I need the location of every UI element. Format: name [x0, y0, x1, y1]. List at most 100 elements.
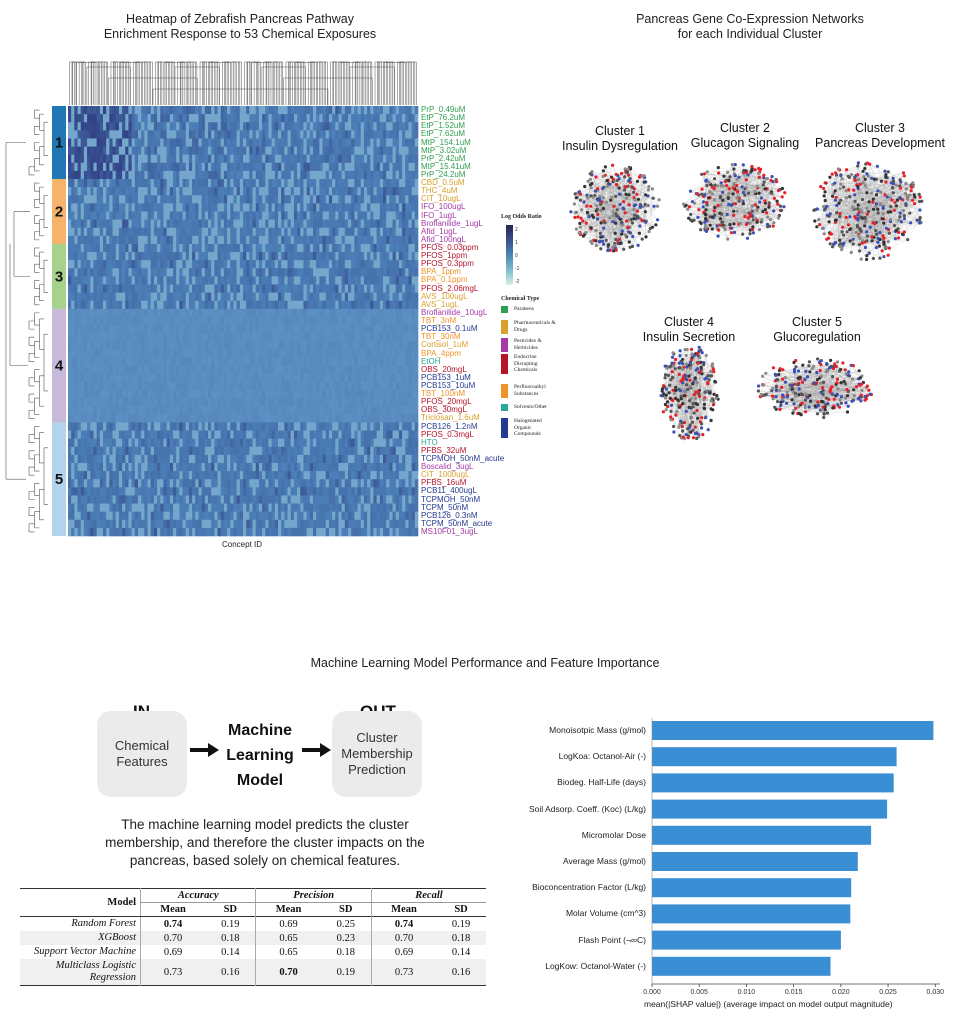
heatmap-cell	[125, 292, 129, 302]
heatmap-cell	[414, 389, 419, 399]
heatmap-cell	[68, 398, 72, 407]
heatmap-cell	[71, 211, 75, 220]
heatmap-cell	[360, 389, 365, 399]
heatmap-cell	[68, 422, 72, 431]
heatmap-cell	[271, 170, 276, 180]
heatmap-cell	[376, 276, 381, 285]
heatmap-cell	[405, 146, 409, 155]
heatmap-cell	[319, 454, 323, 464]
heatmap-cell	[236, 300, 241, 310]
heatmap-cell	[236, 316, 241, 326]
heatmap-cell	[131, 130, 136, 139]
heatmap-cell	[144, 422, 148, 431]
heatmap-cell	[176, 454, 180, 464]
heatmap-cell	[90, 422, 94, 431]
heatmap-cell	[223, 219, 228, 228]
heatmap-cell	[71, 146, 75, 155]
heatmap-cell	[271, 154, 276, 164]
heatmap-cell	[309, 203, 314, 212]
heatmap-cell	[233, 219, 237, 228]
heatmap-cell	[195, 357, 199, 366]
heatmap-cell	[271, 130, 276, 139]
heatmap-cell	[408, 430, 412, 439]
heatmap-cell	[106, 325, 110, 334]
heatmap-cell	[131, 308, 136, 318]
heatmap-cell	[249, 308, 253, 318]
heatmap-cell	[211, 422, 215, 431]
heatmap-cell	[192, 106, 196, 115]
heatmap-cell	[188, 438, 193, 448]
heatmap-cell	[313, 373, 317, 383]
heatmap-cell	[211, 414, 215, 423]
heatmap-cell	[227, 454, 231, 464]
heatmap-cell	[112, 162, 117, 172]
heatmap-cell	[103, 227, 107, 237]
heatmap-cell	[230, 138, 234, 147]
heatmap-cell	[106, 454, 110, 464]
heatmap-cell	[118, 357, 123, 366]
heatmap-cell	[192, 325, 196, 334]
heatmap-cell	[68, 430, 72, 439]
heatmap-cell	[370, 227, 374, 237]
heatmap-cell	[284, 406, 288, 415]
heatmap-cell	[258, 292, 263, 302]
heatmap-cell	[379, 235, 384, 245]
heatmap-cell	[392, 406, 397, 415]
heatmap-cell	[411, 292, 416, 302]
heatmap-cell	[198, 357, 202, 366]
heatmap-cell	[90, 462, 94, 472]
heatmap-cell	[90, 170, 94, 180]
heatmap-cell	[192, 235, 196, 245]
heatmap-cell	[125, 308, 129, 318]
heatmap-cell	[357, 268, 362, 277]
heatmap-cell	[297, 325, 301, 334]
heatmap-cell	[281, 170, 285, 180]
heatmap-cell	[309, 130, 314, 139]
heatmap-cell	[93, 398, 97, 407]
heatmap-cell	[153, 292, 158, 302]
heatmap-cell	[262, 406, 266, 415]
heatmap-cell	[252, 406, 257, 415]
heatmap-cell	[268, 333, 272, 342]
heatmap-cell	[348, 260, 352, 269]
heatmap-cell	[201, 106, 206, 115]
heatmap-cell	[150, 195, 155, 204]
heatmap-cell	[230, 446, 234, 456]
heatmap-cell	[182, 276, 187, 285]
heatmap-cell	[265, 284, 269, 293]
heatmap-cell	[233, 373, 237, 383]
heatmap-cell	[208, 227, 212, 237]
heatmap-cell	[233, 252, 237, 261]
heatmap-cell	[328, 138, 333, 147]
heatmap-cell	[332, 114, 336, 123]
heatmap-cell	[389, 446, 393, 456]
heatmap-cell	[370, 276, 374, 285]
heatmap-cell	[268, 325, 272, 334]
heatmap-cell	[328, 268, 333, 277]
heatmap-cell	[230, 252, 234, 261]
heatmap-cell	[198, 373, 202, 383]
heatmap-cell	[71, 300, 75, 310]
heatmap-cell	[141, 357, 145, 366]
heatmap-cell	[316, 195, 320, 204]
heatmap-cell	[176, 146, 180, 155]
heatmap-cell	[125, 438, 129, 448]
heatmap-cell	[411, 179, 416, 188]
heatmap-cell	[125, 154, 129, 164]
heatmap-cell	[262, 179, 266, 188]
heatmap-cell	[211, 187, 215, 196]
heatmap-cell	[392, 357, 397, 366]
heatmap-cell	[106, 154, 110, 164]
heatmap-cell	[201, 195, 206, 204]
heatmap-cell	[131, 179, 136, 188]
heatmap-cell	[223, 398, 228, 407]
heatmap-cell	[230, 106, 234, 115]
heatmap-cell	[386, 373, 390, 383]
heatmap-cell	[281, 211, 285, 220]
heatmap-cell	[214, 268, 218, 277]
heatmap-cell	[303, 325, 307, 334]
heatmap-cell	[115, 422, 120, 431]
heatmap-cell	[405, 381, 409, 391]
heatmap-cell	[115, 389, 120, 399]
heatmap-cell	[195, 114, 199, 123]
